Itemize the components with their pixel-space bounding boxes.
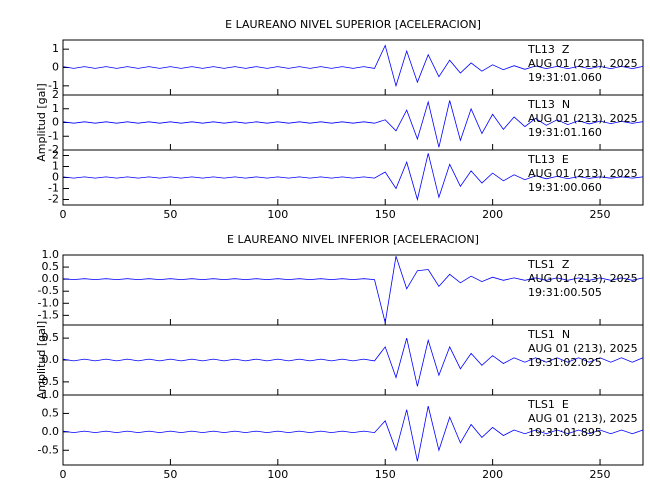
- x-tick-label: 50: [163, 208, 177, 221]
- y-tick-label: 2: [52, 149, 59, 162]
- y-tick-label: 1: [52, 160, 59, 173]
- y-tick-label: -2: [48, 143, 59, 156]
- trace-time: 19:31:00.060: [528, 181, 602, 194]
- trace-label: TL13 E: [527, 153, 569, 166]
- x-tick-label: 200: [482, 208, 503, 221]
- x-tick-label: 0: [60, 208, 67, 221]
- trace-time: 19:31:02.025: [528, 356, 602, 369]
- trace-label: TLS1 Z: [527, 258, 570, 271]
- y-tick-label: 2: [52, 88, 59, 101]
- trace: [62, 100, 644, 148]
- trace-time: 19:31:00.505: [528, 286, 602, 299]
- y-tick-label: 0.5: [42, 331, 60, 344]
- trace: [62, 44, 644, 88]
- y-tick-label: 0.5: [42, 260, 60, 273]
- y-tick-label: -1.0: [38, 296, 59, 309]
- y-tick-label: -1.5: [38, 308, 59, 321]
- chart-title: E LAUREANO NIVEL SUPERIOR [ACELERACION]: [225, 18, 481, 31]
- trace: [62, 337, 644, 387]
- trace-time: 19:31:01.060: [528, 71, 602, 84]
- x-tick-label: 250: [590, 208, 611, 221]
- x-tick-label: 150: [375, 468, 396, 481]
- y-tick-label: -0.5: [38, 443, 59, 456]
- trace-label: TL13 Z: [527, 43, 570, 56]
- x-tick-label: 250: [590, 468, 611, 481]
- trace: [62, 406, 644, 462]
- trace-time: 19:31:01.895: [528, 426, 602, 439]
- y-tick-label: 0.0: [42, 272, 60, 285]
- y-tick-label: -2: [48, 193, 59, 206]
- x-tick-label: 200: [482, 468, 503, 481]
- y-tick-label: -1: [48, 182, 59, 195]
- x-tick-label: 100: [267, 208, 288, 221]
- y-tick-label: 0: [52, 116, 59, 129]
- x-tick-label: 150: [375, 208, 396, 221]
- trace-label: TLS1 E: [527, 398, 569, 411]
- trace-date: AUG 01 (213), 2025: [528, 342, 638, 355]
- x-tick-label: 0: [60, 468, 67, 481]
- y-tick-label: -1: [48, 129, 59, 142]
- y-tick-label: 1.0: [42, 388, 60, 401]
- y-tick-label: 0: [52, 61, 59, 74]
- trace-date: AUG 01 (213), 2025: [528, 412, 638, 425]
- trace-date: AUG 01 (213), 2025: [528, 167, 638, 180]
- y-tick-label: 0.0: [42, 353, 60, 366]
- y-tick-label: 1: [52, 102, 59, 115]
- y-tick-label: 0.0: [42, 425, 60, 438]
- trace-date: AUG 01 (213), 2025: [528, 272, 638, 285]
- y-tick-label: -1: [48, 79, 59, 92]
- y-tick-label: -0.5: [38, 284, 59, 297]
- y-tick-label: 1.0: [42, 248, 60, 261]
- y-axis-label: Amplitud [gal]: [35, 83, 48, 161]
- trace-label: TLS1 N: [527, 328, 570, 341]
- y-tick-label: 0: [52, 171, 59, 184]
- trace-date: AUG 01 (213), 2025: [528, 112, 638, 125]
- y-tick-label: 0.5: [42, 406, 60, 419]
- chart-title: E LAUREANO NIVEL INFERIOR [ACELERACION]: [227, 233, 479, 246]
- trace: [62, 256, 644, 323]
- y-tick-label: 1: [52, 42, 59, 55]
- x-tick-label: 50: [163, 468, 177, 481]
- x-tick-label: 100: [267, 468, 288, 481]
- trace: [62, 153, 644, 202]
- trace-time: 19:31:01.160: [528, 126, 602, 139]
- y-axis-label: Amplitud [gal]: [35, 321, 48, 399]
- trace-label: TL13 N: [527, 98, 570, 111]
- y-tick-label: -0.5: [38, 375, 59, 388]
- trace-date: AUG 01 (213), 2025: [528, 57, 638, 70]
